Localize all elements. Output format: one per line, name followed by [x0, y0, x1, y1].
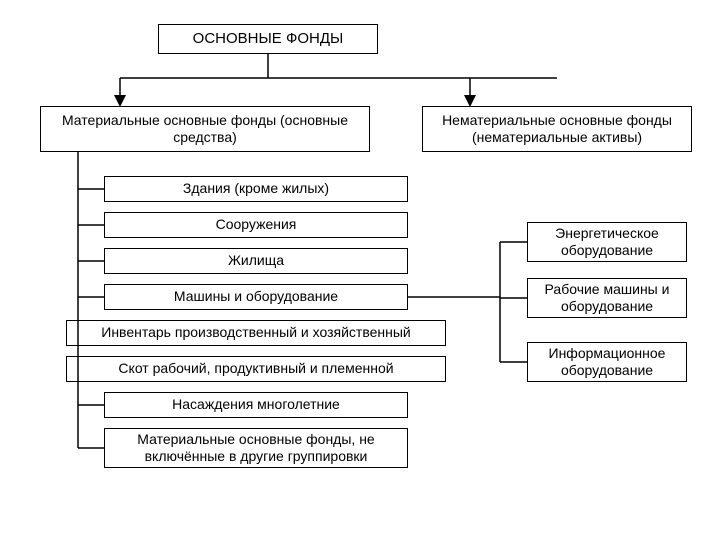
node-m4-label: Машины и оборудование — [174, 288, 338, 306]
node-m5: Инвентарь производственный и хозяйственн… — [66, 320, 446, 346]
node-m1-label: Здания (кроме жилых) — [183, 180, 329, 198]
node-right-label: Нематериальные основные фонды (нематериа… — [429, 112, 685, 147]
node-right: Нематериальные основные фонды (нематериа… — [422, 106, 692, 152]
node-left-label: Материальные основные фонды (основные ср… — [47, 112, 363, 147]
node-left: Материальные основные фонды (основные ср… — [40, 106, 370, 152]
node-m8: Материальные основные фонды, не включённ… — [104, 428, 408, 468]
node-e1: Энергетическое оборудование — [527, 222, 687, 262]
node-root-label: ОСНОВНЫЕ ФОНДЫ — [193, 30, 344, 49]
node-e2-label: Рабочие машины и оборудование — [534, 281, 680, 316]
node-m3: Жилища — [104, 248, 408, 274]
node-m6: Скот рабочий, продуктивный и племенной — [66, 356, 446, 382]
node-e2: Рабочие машины и оборудование — [527, 278, 687, 318]
node-m2-label: Сооружения — [216, 216, 297, 234]
node-m3-label: Жилища — [228, 252, 284, 270]
node-m4: Машины и оборудование — [104, 284, 408, 310]
node-m8-label: Материальные основные фонды, не включённ… — [111, 431, 401, 466]
node-e1-label: Энергетическое оборудование — [534, 225, 680, 260]
node-m1: Здания (кроме жилых) — [104, 176, 408, 202]
node-m2: Сооружения — [104, 212, 408, 238]
node-root: ОСНОВНЫЕ ФОНДЫ — [158, 24, 378, 54]
node-m7-label: Насаждения многолетние — [172, 396, 340, 414]
node-m6-label: Скот рабочий, продуктивный и племенной — [118, 360, 393, 378]
node-e3: Информационное оборудование — [527, 342, 687, 382]
node-m7: Насаждения многолетние — [104, 392, 408, 418]
node-m5-label: Инвентарь производственный и хозяйственн… — [101, 324, 410, 342]
node-e3-label: Информационное оборудование — [534, 345, 680, 380]
